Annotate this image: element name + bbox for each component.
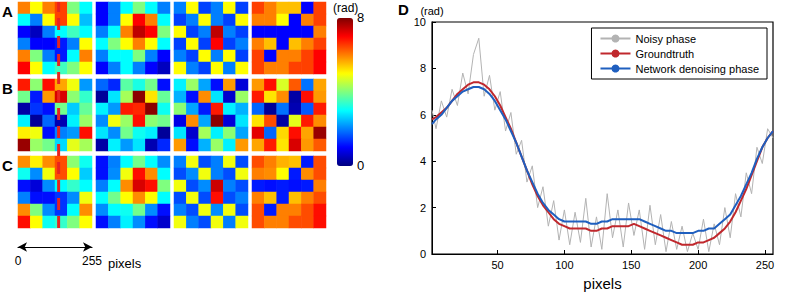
svg-text:8: 8 xyxy=(357,10,364,25)
svg-text:0: 0 xyxy=(357,158,364,173)
svg-text:Network denoising phase: Network denoising phase xyxy=(635,63,759,75)
svg-text:8: 8 xyxy=(420,62,426,74)
svg-text:255: 255 xyxy=(82,254,102,268)
svg-text:Noisy phase: Noisy phase xyxy=(635,33,696,45)
svg-text:B: B xyxy=(2,80,13,97)
svg-text:D: D xyxy=(398,1,409,18)
svg-text:4: 4 xyxy=(420,155,426,167)
svg-text:pixels: pixels xyxy=(108,256,142,271)
svg-text:2: 2 xyxy=(420,202,426,214)
svg-text:0: 0 xyxy=(15,254,22,268)
svg-text:0: 0 xyxy=(420,248,426,260)
svg-text:250: 250 xyxy=(756,259,774,271)
svg-text:Groundtruth: Groundtruth xyxy=(635,48,694,60)
svg-text:50: 50 xyxy=(491,259,503,271)
svg-text:6: 6 xyxy=(420,109,426,121)
svg-text:pixels: pixels xyxy=(583,275,621,292)
svg-text:150: 150 xyxy=(622,259,640,271)
svg-text:10: 10 xyxy=(414,16,426,28)
svg-text:(rad): (rad) xyxy=(333,1,358,15)
svg-text:C: C xyxy=(2,157,13,174)
svg-text:A: A xyxy=(2,3,13,20)
svg-text:(rad): (rad) xyxy=(420,5,443,17)
svg-text:100: 100 xyxy=(555,259,573,271)
svg-text:200: 200 xyxy=(689,259,707,271)
